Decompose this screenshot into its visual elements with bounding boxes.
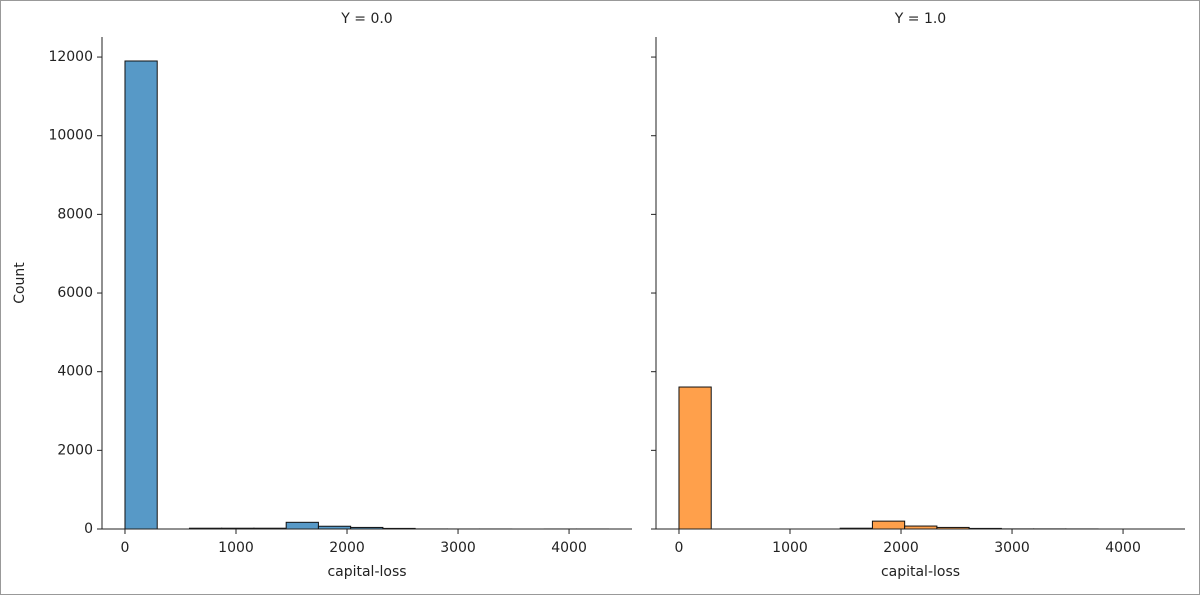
x-axis-label: capital-loss (327, 564, 406, 580)
x-tick-label: 3000 (994, 540, 1030, 556)
bar (124, 60, 158, 530)
x-tick-label: 0 (121, 540, 130, 556)
y-axis-label: Count (12, 262, 28, 304)
x-tick-label: 1000 (218, 540, 254, 556)
bar (871, 520, 906, 530)
y-tick-label: 8000 (57, 206, 93, 222)
x-tick-label: 4000 (1105, 540, 1141, 556)
y-tick-label: 12000 (48, 49, 93, 65)
x-tick-label: 4000 (551, 540, 587, 556)
x-tick-label: 2000 (329, 540, 365, 556)
panel-title: Y = 0.0 (340, 11, 392, 27)
y-tick-label: 0 (84, 521, 93, 537)
y-tick-label: 6000 (57, 285, 93, 301)
y-tick-label: 4000 (57, 364, 93, 380)
x-tick-label: 0 (675, 540, 684, 556)
x-tick-label: 1000 (772, 540, 808, 556)
x-axis-label: capital-loss (881, 564, 960, 580)
x-tick-label: 3000 (440, 540, 476, 556)
panel-title: Y = 1.0 (894, 11, 946, 27)
y-tick-label: 10000 (48, 128, 93, 144)
bar (678, 386, 712, 530)
x-tick-label: 2000 (883, 540, 919, 556)
y-tick-label: 2000 (57, 442, 93, 458)
bar (285, 521, 319, 530)
